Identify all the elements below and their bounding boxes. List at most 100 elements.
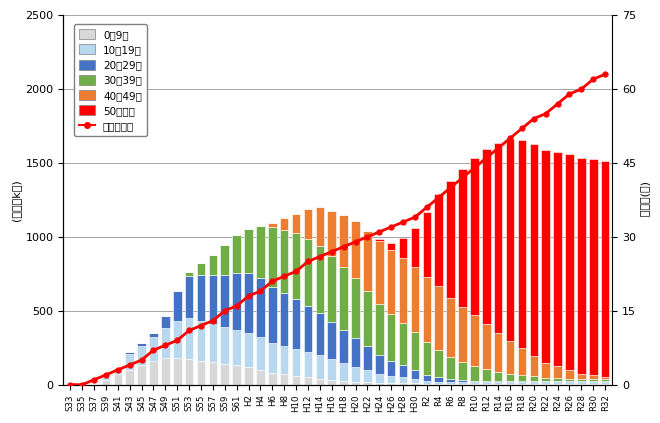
Bar xyxy=(173,321,182,358)
Bar xyxy=(351,221,360,278)
Bar xyxy=(434,194,443,286)
Bar xyxy=(125,370,134,385)
Bar xyxy=(446,181,455,297)
Bar xyxy=(470,384,478,385)
Bar xyxy=(399,365,407,377)
Bar xyxy=(589,381,597,382)
Bar xyxy=(529,384,538,385)
Bar xyxy=(446,384,455,385)
Bar xyxy=(589,375,597,379)
Bar xyxy=(375,239,383,241)
Bar xyxy=(577,381,585,382)
Bar xyxy=(399,238,407,258)
Bar xyxy=(589,159,597,375)
Bar xyxy=(422,384,431,385)
Bar xyxy=(327,380,336,385)
Bar xyxy=(506,384,514,385)
Bar xyxy=(375,374,383,383)
Bar xyxy=(601,382,609,384)
Bar xyxy=(304,306,312,352)
Bar xyxy=(589,384,597,385)
Bar xyxy=(458,169,467,307)
Bar xyxy=(280,374,288,385)
Bar xyxy=(494,372,502,381)
Bar xyxy=(446,382,455,384)
Bar xyxy=(517,140,526,348)
Bar xyxy=(161,358,170,385)
Bar xyxy=(244,367,253,385)
Bar xyxy=(411,228,419,267)
Legend: 0～9年, 10～19年, 20～29年, 30～39年, 40～49年, 50年以上, 平均経年数: 0～9年, 10～19年, 20～29年, 30～39年, 40～49年, 50… xyxy=(74,24,147,136)
Bar xyxy=(209,324,217,363)
Bar xyxy=(482,149,490,324)
Bar xyxy=(601,381,609,382)
Bar xyxy=(411,267,419,332)
Bar xyxy=(434,384,443,385)
Bar xyxy=(541,382,550,384)
Bar xyxy=(494,382,502,384)
Bar xyxy=(458,382,467,384)
Bar xyxy=(517,375,526,381)
Bar xyxy=(589,379,597,381)
Bar xyxy=(411,383,419,385)
Bar xyxy=(553,382,562,384)
Bar xyxy=(315,207,324,246)
Bar xyxy=(506,382,514,384)
Bar xyxy=(185,318,193,360)
Bar xyxy=(458,307,467,363)
Bar xyxy=(327,359,336,380)
Bar xyxy=(209,363,217,385)
Bar xyxy=(256,337,265,370)
Bar xyxy=(292,214,300,233)
Bar xyxy=(470,158,478,316)
Bar xyxy=(292,233,300,299)
Bar xyxy=(422,381,431,384)
Bar xyxy=(209,275,217,324)
Bar xyxy=(470,381,478,382)
Bar xyxy=(375,383,383,385)
Bar xyxy=(387,376,395,383)
Bar xyxy=(304,239,312,306)
Bar xyxy=(315,355,324,379)
Bar xyxy=(553,384,562,385)
Bar xyxy=(494,333,502,372)
Bar xyxy=(149,333,158,338)
Bar xyxy=(351,338,360,367)
Bar xyxy=(506,381,514,382)
Bar xyxy=(220,275,229,327)
Bar xyxy=(601,376,609,379)
Bar xyxy=(517,384,526,385)
Bar xyxy=(482,382,490,384)
Bar xyxy=(327,256,336,322)
Bar xyxy=(327,322,336,359)
Bar xyxy=(553,152,562,366)
Bar xyxy=(529,381,538,382)
Bar xyxy=(149,338,158,361)
Bar xyxy=(232,365,241,385)
Bar xyxy=(375,304,383,354)
Bar xyxy=(125,352,134,354)
Bar xyxy=(422,342,431,375)
Bar xyxy=(506,341,514,374)
Bar xyxy=(280,230,288,293)
Bar xyxy=(577,158,585,374)
Bar xyxy=(458,380,467,382)
Bar xyxy=(517,382,526,384)
Bar xyxy=(446,297,455,357)
Bar xyxy=(589,382,597,384)
Bar xyxy=(149,361,158,385)
Bar xyxy=(114,368,122,374)
Bar xyxy=(601,379,609,381)
Bar xyxy=(529,356,538,376)
Bar xyxy=(387,361,395,376)
Bar xyxy=(565,384,574,385)
Bar xyxy=(482,324,490,369)
Bar xyxy=(256,278,265,337)
Bar xyxy=(494,143,502,333)
Bar xyxy=(232,330,241,365)
Bar xyxy=(387,314,395,361)
Bar xyxy=(565,379,574,381)
Bar xyxy=(529,145,538,356)
Bar xyxy=(482,369,490,381)
Bar xyxy=(422,277,431,342)
